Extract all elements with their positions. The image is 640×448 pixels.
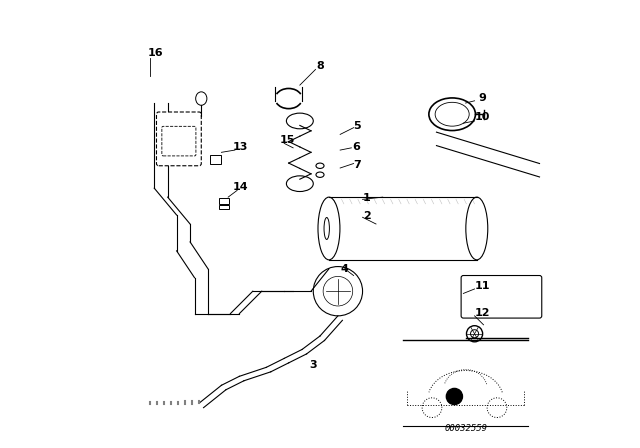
Text: 5: 5: [353, 121, 360, 131]
FancyBboxPatch shape: [162, 126, 196, 156]
Bar: [220, 198, 229, 204]
Bar: [210, 155, 221, 164]
FancyBboxPatch shape: [461, 276, 541, 318]
Text: 00032559: 00032559: [444, 424, 487, 433]
Text: 10: 10: [474, 112, 490, 122]
Bar: [220, 205, 229, 209]
Text: 13: 13: [232, 142, 248, 152]
Circle shape: [446, 388, 463, 405]
Text: 4: 4: [340, 264, 349, 274]
Text: 7: 7: [353, 160, 360, 170]
Text: 11: 11: [474, 281, 490, 291]
Text: 15: 15: [280, 135, 296, 145]
Text: 16: 16: [147, 48, 163, 58]
FancyBboxPatch shape: [157, 112, 202, 166]
Text: 6: 6: [352, 142, 360, 152]
Text: 3: 3: [310, 360, 317, 370]
Text: 8: 8: [316, 61, 324, 71]
Text: 9: 9: [478, 93, 486, 103]
Text: 12: 12: [474, 308, 490, 318]
Text: 1: 1: [363, 193, 371, 203]
Text: 2: 2: [363, 211, 371, 221]
Text: 14: 14: [232, 182, 248, 192]
